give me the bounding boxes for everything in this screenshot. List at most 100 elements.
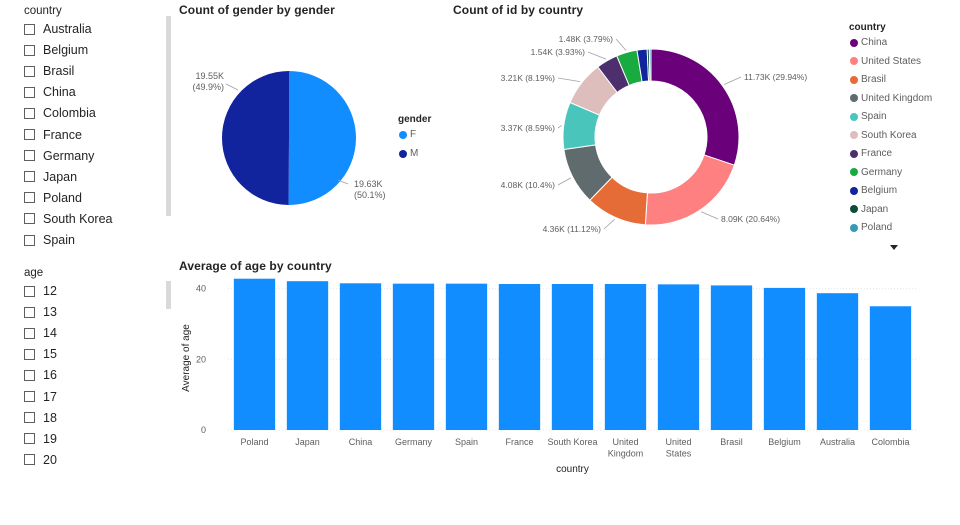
country-slicer-scrollbar[interactable] xyxy=(166,16,171,216)
checkbox-icon[interactable] xyxy=(24,150,35,162)
age-slicer-item-14[interactable]: 14 xyxy=(24,324,57,342)
age-slicer-item-16[interactable]: 16 xyxy=(24,366,57,384)
legend-item-brasil[interactable]: Brasil xyxy=(850,74,886,85)
age-slicer-item-12[interactable]: 12 xyxy=(24,282,57,300)
legend-item-france[interactable]: France xyxy=(850,148,892,159)
bar-colombia[interactable] xyxy=(869,306,912,430)
x-axis-title: country xyxy=(556,464,589,475)
legend-item-spain[interactable]: Spain xyxy=(850,111,887,122)
checkbox-icon[interactable] xyxy=(24,213,35,225)
legend-item-china[interactable]: China xyxy=(850,37,887,48)
age-slicer-item-15[interactable]: 15 xyxy=(24,345,57,363)
checkbox-icon[interactable] xyxy=(24,192,35,204)
legend-label: France xyxy=(861,148,893,159)
age-slicer-scrollbar[interactable] xyxy=(166,281,171,309)
legend-item-belgium[interactable]: Belgium xyxy=(850,185,897,196)
checkbox-icon[interactable] xyxy=(24,44,35,56)
legend-dot-icon xyxy=(850,38,858,47)
bar-germany[interactable] xyxy=(392,283,435,430)
age-slicer-item-18[interactable]: 18 xyxy=(24,409,57,427)
age-slicer-item-17[interactable]: 17 xyxy=(24,388,57,406)
legend-item-united-kingdom[interactable]: United Kingdom xyxy=(850,93,932,104)
checkbox-icon[interactable] xyxy=(24,129,35,140)
checkbox-icon[interactable] xyxy=(24,369,35,381)
age-slicer-item-19[interactable]: 19 xyxy=(24,430,57,448)
country-slicer-item-china[interactable]: China xyxy=(24,83,76,101)
legend-dot-icon xyxy=(850,94,858,102)
bar-france[interactable] xyxy=(498,284,541,430)
slicer-item-label: 12 xyxy=(43,284,57,298)
donut-data-label: 3.37K (8.59%) xyxy=(501,123,556,133)
donut-leader-line xyxy=(557,77,581,83)
legend-scroll-down-icon[interactable] xyxy=(890,245,898,250)
country-slicer-item-germany[interactable]: Germany xyxy=(24,147,94,165)
age-slicer-item-13[interactable]: 13 xyxy=(24,303,57,321)
bar-australia[interactable] xyxy=(816,293,859,430)
checkbox-icon[interactable] xyxy=(24,234,35,246)
legend-item-poland[interactable]: Poland xyxy=(850,222,892,233)
checkbox-icon[interactable] xyxy=(24,23,35,35)
legend-item-m[interactable]: M xyxy=(399,148,418,159)
donut-slice-china[interactable] xyxy=(650,48,740,166)
pie-slice-m[interactable] xyxy=(221,71,289,205)
checkbox-icon[interactable] xyxy=(24,65,35,77)
legend-label: United States xyxy=(861,55,922,67)
bar-brasil[interactable] xyxy=(710,285,753,430)
country-slicer-item-spain[interactable]: Spain xyxy=(24,231,75,249)
checkbox-icon[interactable] xyxy=(24,391,35,402)
checkbox-icon[interactable] xyxy=(24,107,35,119)
checkbox-icon[interactable] xyxy=(24,306,35,318)
pie-percent-label: (49.9%) xyxy=(192,82,224,92)
slicer-item-label: Germany xyxy=(43,148,95,163)
bar-japan[interactable] xyxy=(286,281,329,430)
legend-item-germany[interactable]: Germany xyxy=(850,167,902,178)
checkbox-icon[interactable] xyxy=(24,285,35,297)
legend-item-japan[interactable]: Japan xyxy=(850,204,888,215)
donut-data-label: 1.54K (3.93%) xyxy=(531,47,586,57)
bar-united-states[interactable] xyxy=(657,284,700,430)
checkbox-icon[interactable] xyxy=(24,86,35,98)
slicer-item-label: 16 xyxy=(43,368,57,383)
legend-dot-icon xyxy=(850,149,858,158)
bar-united-kingdom[interactable] xyxy=(604,284,647,430)
checkbox-icon[interactable] xyxy=(24,171,35,183)
pie-leader-line xyxy=(225,83,239,91)
checkbox-icon[interactable] xyxy=(24,412,35,424)
country-slicer-item-australia[interactable]: Australia xyxy=(24,20,92,38)
donut-leader-line xyxy=(700,211,719,220)
donut-slice-poland[interactable] xyxy=(648,48,652,82)
donut-data-label: 11.73K (29.94%) xyxy=(744,72,807,82)
country-slicer-item-japan[interactable]: Japan xyxy=(24,168,77,186)
bar-spain[interactable] xyxy=(445,283,488,430)
pie-slice-f[interactable] xyxy=(288,71,356,206)
slicer-item-label: 14 xyxy=(43,326,57,341)
bar-china[interactable] xyxy=(339,283,382,430)
checkbox-icon[interactable] xyxy=(24,327,35,339)
bar-belgium[interactable] xyxy=(763,287,806,430)
checkbox-icon[interactable] xyxy=(24,433,35,445)
legend-item-united-states[interactable]: United States xyxy=(850,56,921,67)
country-slicer-item-belgium[interactable]: Belgium xyxy=(24,41,88,59)
legend-label: China xyxy=(861,37,888,48)
country-slicer-item-south-korea[interactable]: South Korea xyxy=(24,210,113,228)
legend-label: South Korea xyxy=(861,129,917,141)
bar-poland[interactable] xyxy=(233,278,276,430)
x-tick-label: Poland xyxy=(240,437,268,447)
donut-leader-line xyxy=(557,177,572,186)
legend-dot-icon xyxy=(850,168,858,176)
pie-value-label: 19.55K xyxy=(195,71,224,81)
checkbox-icon[interactable] xyxy=(24,348,35,360)
slicer-item-label: South Korea xyxy=(43,211,113,226)
legend-label: Belgium xyxy=(861,185,898,196)
age-slicer-item-20[interactable]: 20 xyxy=(24,451,57,469)
country-slicer-item-poland[interactable]: Poland xyxy=(24,189,82,207)
slicer-item-label: China xyxy=(43,85,76,100)
country-slicer-item-france[interactable]: France xyxy=(24,126,82,144)
country-slicer-item-brasil[interactable]: Brasil xyxy=(24,62,74,80)
legend-item-south-korea[interactable]: South Korea xyxy=(850,130,917,141)
bar-south-korea[interactable] xyxy=(551,284,594,430)
legend-item-f[interactable]: F xyxy=(399,129,416,140)
country-slicer-item-colombia[interactable]: Colombia xyxy=(24,104,96,122)
checkbox-icon[interactable] xyxy=(24,454,35,466)
legend-label: Germany xyxy=(861,166,903,178)
